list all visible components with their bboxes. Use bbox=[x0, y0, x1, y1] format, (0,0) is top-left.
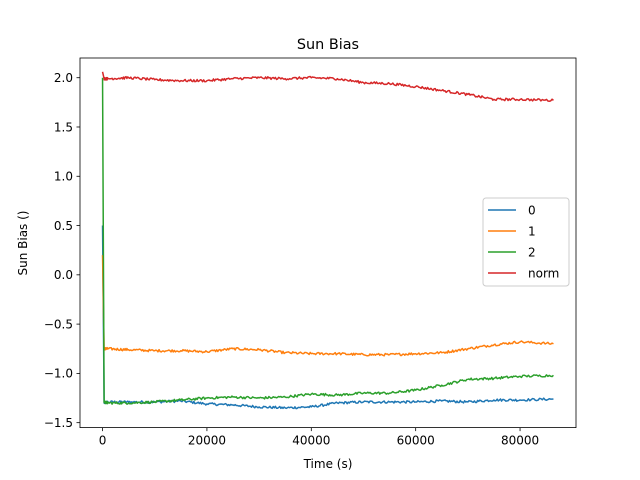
x-tick-label: 0 bbox=[99, 434, 107, 448]
y-tick-label: 0.0 bbox=[54, 268, 73, 282]
chart-title: Sun Bias bbox=[297, 37, 359, 53]
legend-label-0: 0 bbox=[528, 203, 536, 217]
x-tick-label: 80000 bbox=[501, 434, 539, 448]
y-axis-label: Sun Bias () bbox=[16, 211, 30, 276]
x-axis-ticks: 0 20000 40000 60000 80000 bbox=[99, 427, 539, 448]
y-tick-label: −1.0 bbox=[44, 367, 73, 381]
y-tick-label: 0.5 bbox=[54, 219, 73, 233]
y-tick-label: 1.0 bbox=[54, 170, 73, 184]
plot-area bbox=[79, 57, 577, 429]
legend-label-norm: norm bbox=[528, 266, 559, 280]
x-axis-label: Time (s) bbox=[303, 457, 353, 471]
x-tick-label: 40000 bbox=[292, 434, 330, 448]
series-lines bbox=[101, 71, 554, 410]
legend-label-2: 2 bbox=[528, 245, 536, 259]
legend: 0 1 2 norm bbox=[482, 197, 570, 287]
legend-frame bbox=[482, 197, 570, 287]
y-tick-label: 1.5 bbox=[54, 120, 73, 134]
series-line-1 bbox=[101, 255, 554, 357]
y-axis-ticks: −1.5 −1.0 −0.5 0.0 0.5 1.0 1.5 2.0 bbox=[44, 71, 80, 430]
series-line-norm bbox=[101, 71, 554, 102]
x-tick-label: 20000 bbox=[188, 434, 226, 448]
series-line-0 bbox=[101, 225, 554, 410]
y-tick-label: −1.5 bbox=[44, 416, 73, 430]
x-tick-label: 60000 bbox=[397, 434, 435, 448]
y-tick-label: −0.5 bbox=[44, 317, 73, 331]
plot-frame bbox=[79, 57, 577, 429]
legend-label-1: 1 bbox=[528, 224, 536, 238]
y-tick-label: 2.0 bbox=[54, 71, 73, 85]
series-line-2 bbox=[101, 77, 554, 405]
